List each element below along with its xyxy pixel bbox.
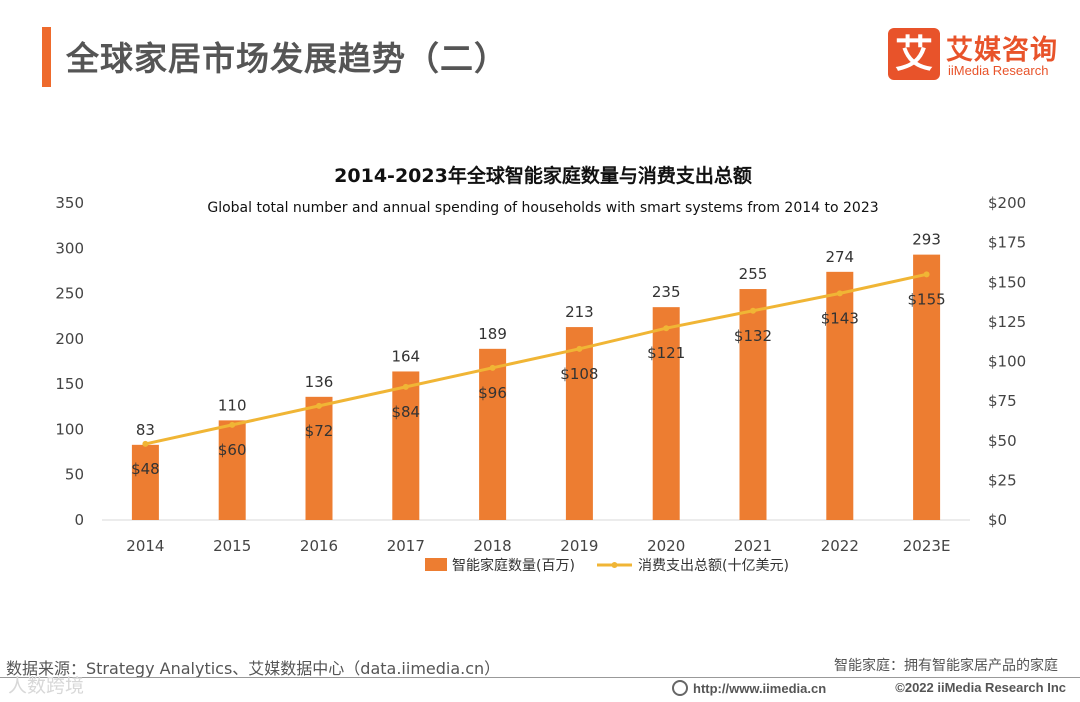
line-value-label: $96 (478, 384, 507, 402)
logo-name-cn: 艾媒咨询 (946, 35, 1058, 66)
spending-point-2017 (402, 383, 409, 390)
y-right-tick-label: $200 (988, 194, 1026, 212)
y-left-tick-label: 50 (65, 466, 84, 484)
bar-value-label: 164 (391, 347, 420, 365)
y-right-tick-label: $125 (988, 313, 1026, 331)
line-value-label: $143 (821, 309, 859, 327)
bar-value-label: 255 (739, 265, 768, 283)
bar-2023E (913, 254, 941, 520)
spending-point-2020 (663, 325, 670, 332)
y-left-tick-label: 0 (74, 511, 84, 529)
line-value-label: $72 (305, 422, 334, 440)
chart-title: 2014-2023年全球智能家庭数量与消费支出总额 (334, 164, 752, 187)
footer-url[interactable]: http://www.iimedia.cn (672, 680, 826, 696)
line-value-label: $84 (391, 403, 420, 421)
x-tick-label: 2015 (213, 537, 251, 555)
y-left-tick-label: 200 (55, 330, 84, 348)
y-right-tick-label: $50 (988, 432, 1017, 450)
y-left-tick-label: 300 (55, 239, 84, 257)
brand-logo: 艾 艾媒咨询 iiMedia Research (888, 28, 1068, 84)
bar-value-label: 136 (305, 373, 334, 391)
logo-mark: 艾 (888, 28, 940, 80)
y-right-tick-label: $75 (988, 392, 1017, 410)
spending-line (145, 272, 927, 446)
combo-chart: 2014-2023年全球智能家庭数量与消费支出总额 Global total nu… (55, 164, 1026, 574)
bar-value-label: 83 (136, 421, 155, 439)
line-value-label: $60 (218, 441, 247, 459)
y-left-tick-label: 150 (55, 375, 84, 393)
x-tick-label: 2020 (647, 537, 685, 555)
y-left-tick-label: 250 (55, 285, 84, 303)
spending-point-2018 (489, 364, 496, 371)
line-value-label: $121 (647, 344, 685, 362)
y-right-tick-label: $175 (988, 234, 1026, 252)
definition-note: 智能家庭：拥有智能家居产品的家庭 (834, 658, 1058, 674)
legend-bar-label: 智能家庭数量(百万) (452, 557, 575, 574)
line-value-label: $48 (131, 460, 160, 478)
spending-point-2021 (750, 307, 756, 314)
spending-point-2022 (836, 290, 843, 297)
footer-url-text[interactable]: http://www.iimedia.cn (693, 681, 827, 696)
x-tick-label: 2021 (734, 537, 772, 555)
bar-2015 (218, 420, 246, 520)
spending-point-2014 (142, 440, 149, 447)
copyright: ©2022 iiMedia Research Inc (895, 680, 1066, 695)
bar-2020 (652, 307, 680, 520)
legend-line-marker (611, 562, 618, 568)
y-right-tick-label: $25 (988, 471, 1017, 489)
bar-value-label: 274 (825, 248, 854, 266)
y-right-tick-label: $0 (988, 511, 1007, 529)
bar-value-label: 293 (912, 231, 941, 249)
bar-2017 (392, 371, 420, 520)
y-right-tick-label: $150 (988, 273, 1026, 291)
x-tick-label: 2019 (560, 537, 598, 555)
spending-point-2015 (229, 421, 236, 428)
y-right-tick-label: $100 (988, 353, 1026, 371)
bar-2016 (305, 396, 333, 520)
line-value-label: $132 (734, 327, 772, 345)
x-tick-label: 2017 (387, 537, 425, 555)
logo-name-en: iiMedia Research (948, 63, 1049, 78)
x-tick-label: 2023E (903, 537, 951, 555)
bar-2021 (739, 289, 767, 520)
bar-2019 (565, 327, 593, 520)
bar-2022 (826, 271, 854, 520)
legend-bar-swatch (425, 558, 447, 571)
bar-value-label: 110 (218, 396, 247, 414)
spending-point-2023E (923, 271, 930, 278)
y-left-tick-label: 100 (55, 420, 84, 438)
spending-point-2016 (316, 402, 322, 409)
footer-divider (0, 677, 1080, 678)
spending-point-2019 (576, 345, 583, 352)
x-tick-label: 2022 (821, 537, 859, 555)
data-source: 数据来源：Strategy Analytics、艾媒数据中心（data.iime… (6, 659, 501, 678)
x-tick-label: 2016 (300, 537, 338, 555)
page-title: 全球家居市场发展趋势（二） (66, 39, 508, 78)
bar-value-label: 235 (652, 283, 681, 301)
watermark: 人数跨境 (8, 675, 85, 697)
line-value-label: $108 (560, 365, 598, 383)
bar-2018 (479, 348, 507, 520)
bar-value-label: 213 (565, 303, 594, 321)
bar-2014 (131, 444, 159, 520)
bar-value-label: 189 (478, 325, 507, 343)
y-left-tick-label: 350 (55, 194, 84, 212)
globe-icon (672, 680, 688, 696)
legend-line-label: 消费支出总额(十亿美元) (638, 558, 789, 574)
title-accent-bar (42, 27, 51, 87)
x-tick-label: 2018 (474, 537, 512, 555)
chart-subtitle: Global total number and annual spending … (207, 200, 878, 216)
line-value-label: $155 (908, 290, 946, 308)
x-tick-label: 2014 (126, 537, 164, 555)
